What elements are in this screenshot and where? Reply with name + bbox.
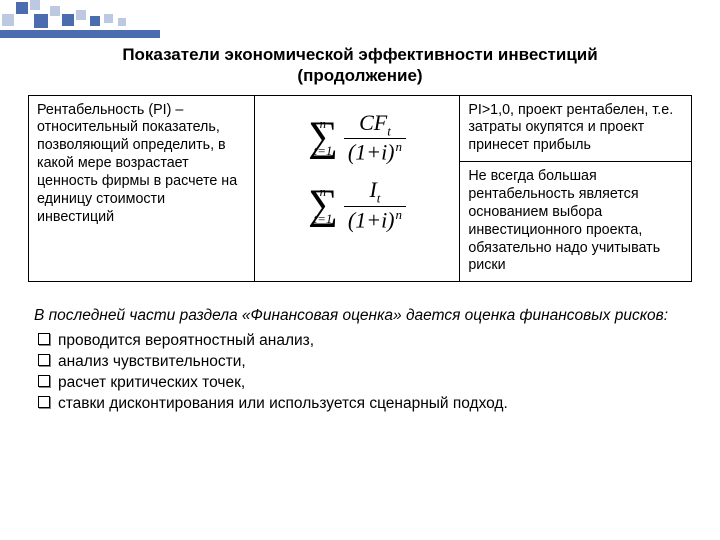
- title-line-1: Показатели экономической эффективности и…: [122, 45, 597, 64]
- cell-definition: Рентабельность (PI) – относительный пока…: [29, 95, 255, 282]
- cell-formula: ∑ n t=1 CFt (1+i)n ∑ n t=1 It: [254, 95, 460, 282]
- notes-lead: В последней части раздела «Финансовая оц…: [34, 306, 686, 327]
- list-item: проводится вероятностный анализ,: [38, 331, 686, 352]
- list-item: расчет критических точек,: [38, 373, 686, 394]
- pi-formula: ∑ n t=1 CFt (1+i)n ∑ n t=1 It: [308, 102, 406, 241]
- list-item: ставки дисконтирования или используется …: [38, 394, 686, 415]
- corner-decoration: [0, 0, 160, 40]
- cell-interpretation: PI>1,0, проект рентабелен, т.е. затраты …: [460, 95, 692, 162]
- list-item: анализ чувствительности,: [38, 352, 686, 373]
- title-line-2: (продолжение): [297, 66, 422, 85]
- notes-list: проводится вероятностный анализ, анализ …: [34, 331, 686, 415]
- cell-caveat: Не всегда большая рентабельность являетс…: [460, 162, 692, 282]
- notes-section: В последней части раздела «Финансовая оц…: [34, 306, 686, 415]
- content-table: Рентабельность (PI) – относительный пока…: [28, 95, 692, 283]
